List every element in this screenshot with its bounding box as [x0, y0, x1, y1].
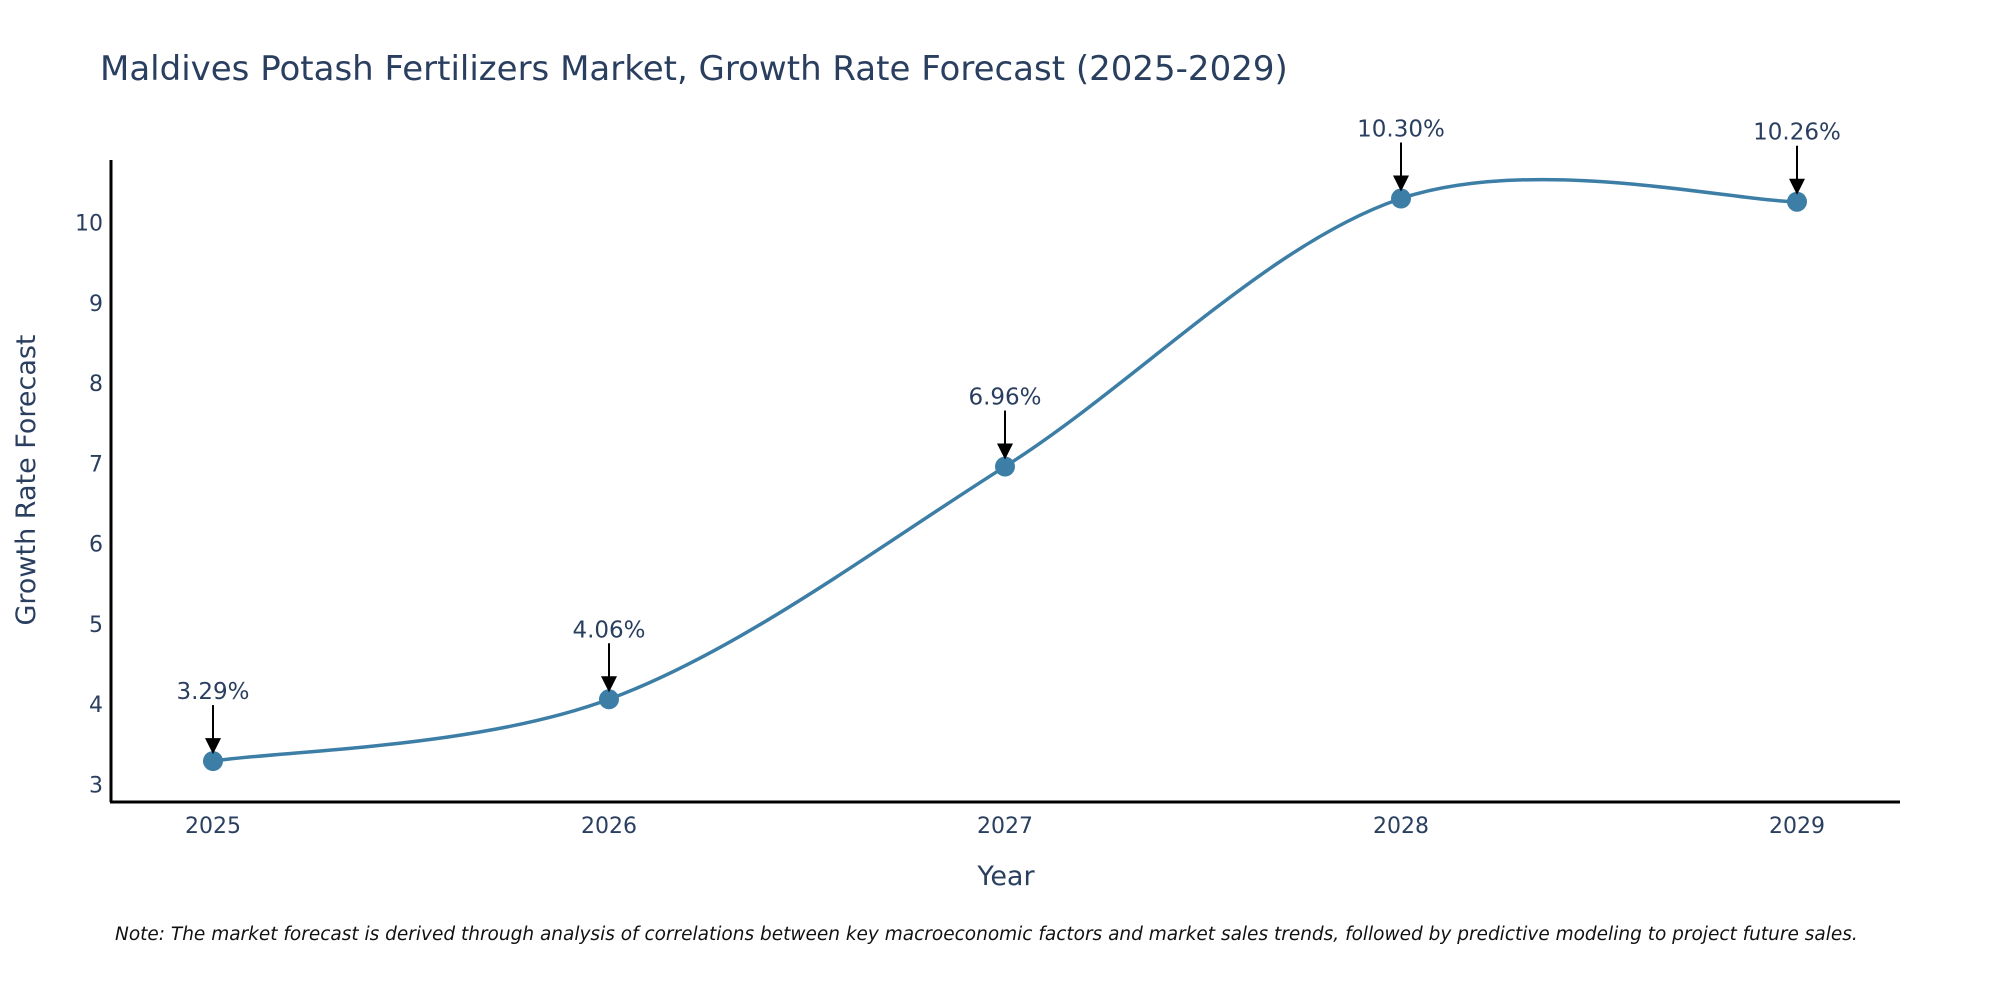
data-point: [203, 751, 223, 772]
x-tick-label: 2027: [977, 814, 1033, 839]
data-point: [599, 689, 619, 710]
annotation-arrow-head: [1789, 178, 1805, 195]
x-tick-label: 2028: [1373, 814, 1429, 839]
data-label: 6.96%: [968, 385, 1041, 411]
y-tick-label: 5: [89, 613, 103, 638]
y-tick-label: 8: [89, 372, 103, 397]
y-axis-ticks: 3 4 5 6 7 8 9 10: [75, 212, 103, 799]
footnote: Note: The market forecast is derived thr…: [115, 924, 1858, 945]
y-tick-label: 9: [89, 292, 103, 317]
x-tick-label: 2026: [581, 814, 637, 839]
x-tick-label: 2029: [1769, 814, 1825, 839]
data-point: [995, 456, 1015, 477]
data-label: 10.30%: [1357, 117, 1445, 143]
data-label: 10.26%: [1753, 120, 1841, 146]
x-tick-label: 2025: [185, 814, 241, 839]
y-tick-label: 7: [89, 452, 103, 477]
data-point: [1787, 191, 1807, 212]
data-label: 3.29%: [176, 679, 249, 705]
annotation-arrow-head: [1393, 175, 1409, 192]
data-labels: 3.29% 4.06% 6.96% 10.30% 10.26%: [176, 117, 1841, 755]
y-tick-label: 4: [89, 693, 103, 718]
annotation-arrow-head: [997, 443, 1013, 460]
y-tick-label: 3: [89, 773, 103, 798]
y-tick-label: 6: [89, 533, 103, 558]
data-points: [203, 188, 1807, 772]
annotation-arrow-head: [205, 738, 221, 755]
y-tick-label: 10: [75, 212, 103, 237]
y-axis-title: Growth Rate Forecast: [11, 334, 42, 625]
chart-title: Maldives Potash Fertilizers Market, Grow…: [100, 49, 1288, 89]
x-axis-title: Year: [976, 861, 1035, 892]
data-label: 4.06%: [572, 617, 645, 643]
annotation-arrow-head: [601, 676, 617, 693]
x-axis-ticks: 2025 2026 2027 2028 2029: [185, 814, 1825, 839]
data-point: [1391, 188, 1411, 209]
